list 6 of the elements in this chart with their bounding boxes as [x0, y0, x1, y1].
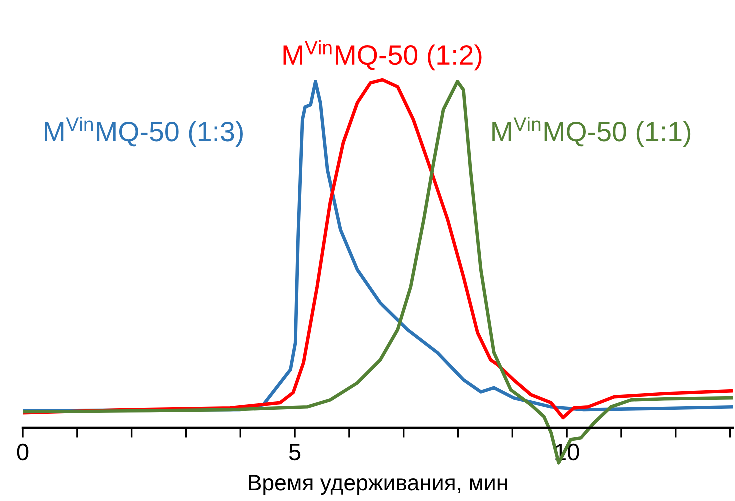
x-tick-label: 5 [289, 444, 301, 461]
x-tick-label: 0 [17, 444, 29, 461]
series-label: M$^{Vin}$MQ-50 (1:1) [492, 117, 691, 148]
series-label: M$^{Vin}$MQ-50 (1:2) [284, 40, 482, 71]
text: M$^{Vin}$MQ-50 (1:3) [45, 117, 243, 148]
x-axis-title: Время удерживания, мин [249, 475, 508, 496]
